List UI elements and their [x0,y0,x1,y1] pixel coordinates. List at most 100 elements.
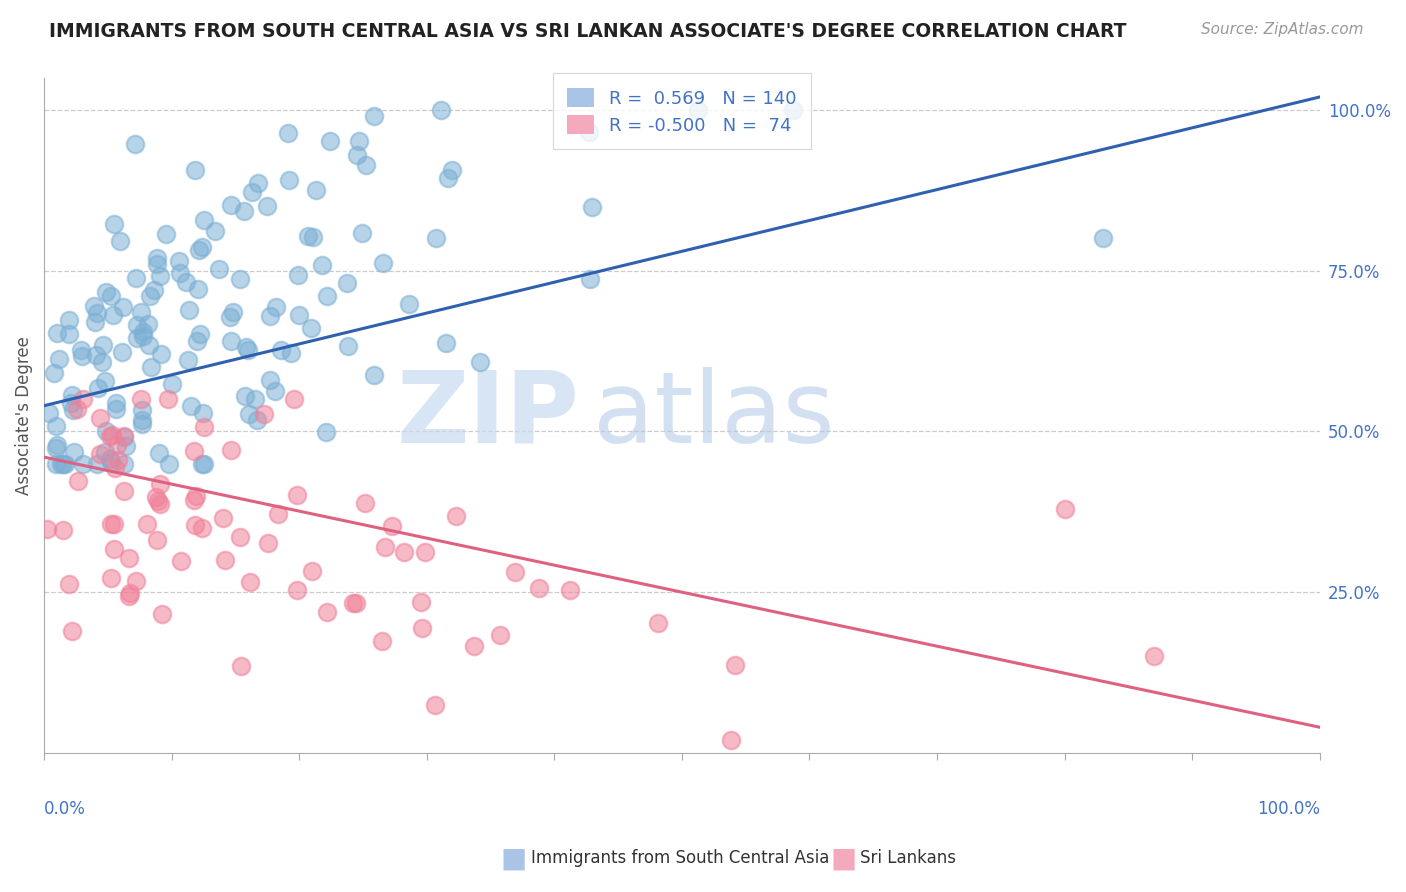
Point [219,198,242,212]
Point [371,256,394,270]
Point [256,199,278,213]
Point [169,266,191,280]
Point [38,405,60,419]
Point [72,457,94,471]
Point [112,300,135,314]
Point [156,392,179,407]
Point [187,282,209,296]
Point [425,698,447,713]
Point [253,407,276,421]
Point [183,492,205,507]
Point [285,582,308,597]
Point [83,300,105,314]
Point [219,310,242,324]
Point [98,428,121,442]
Text: Source: ZipAtlas.com: Source: ZipAtlas.com [1201,22,1364,37]
Point [89,446,111,460]
Point [229,658,252,673]
Point [191,240,214,254]
Point [63,445,86,459]
Point [100,516,122,531]
Point [59,396,82,410]
Point [235,340,257,354]
Point [104,396,127,410]
Point [174,275,197,289]
Point [579,272,602,286]
Point [354,496,377,510]
Point [311,258,333,272]
Point [48,352,70,367]
Point [350,226,373,240]
Point [578,125,600,139]
Point [58,312,80,326]
Point [52,457,75,471]
Point [204,225,226,239]
Point [124,136,146,151]
Point [101,308,124,322]
Point [315,289,337,303]
Point [287,268,309,282]
Point [193,420,215,434]
Point [127,331,149,345]
Point [371,634,394,648]
Point [266,507,288,521]
Point [247,176,270,190]
Point [131,392,153,407]
Point [120,586,142,600]
Point [229,530,252,544]
Text: ■: ■ [831,844,856,872]
Point [86,457,108,471]
Point [239,574,262,589]
Point [285,488,308,502]
Point [104,461,127,475]
Point [363,368,385,382]
Point [103,217,125,231]
Point [112,484,135,499]
Point [193,457,215,471]
Text: IMMIGRANTS FROM SOUTH CENTRAL ASIA VS SRI LANKAN ASSOCIATE'S DEGREE CORRELATION : IMMIGRANTS FROM SOUTH CENTRAL ASIA VS SR… [49,22,1126,41]
Point [100,571,122,585]
Point [288,308,311,322]
Point [270,343,292,357]
Point [191,521,214,535]
Point [413,545,436,559]
Point [183,444,205,458]
Point [103,516,125,531]
Point [149,347,172,361]
Point [344,597,367,611]
Point [105,438,128,452]
Point [100,289,122,303]
Point [149,497,172,511]
Point [305,183,328,197]
Point [66,402,89,417]
Point [335,276,357,290]
Point [190,457,212,471]
Point [647,616,669,631]
Point [118,589,141,603]
Point [100,455,122,469]
Point [136,317,159,331]
Point [319,134,342,148]
Point [363,109,385,123]
Point [35,522,58,536]
Text: Immigrants from South Central Asia: Immigrants from South Central Asia [531,849,830,867]
Point [86,381,108,395]
Point [149,269,172,284]
Point [720,733,742,747]
Point [177,303,200,318]
Point [354,158,377,172]
Point [70,343,93,357]
Point [117,551,139,566]
Point [184,163,207,178]
Legend: R =  0.569   N = 140, R = -0.500   N =  74: R = 0.569 N = 140, R = -0.500 N = 74 [553,73,811,149]
Point [136,516,159,531]
Point [503,565,526,579]
Point [101,427,124,442]
Point [146,493,169,508]
Point [246,413,269,427]
Point [125,318,148,332]
Point [107,453,129,467]
Point [58,326,80,341]
Point [193,212,215,227]
Point [94,424,117,438]
